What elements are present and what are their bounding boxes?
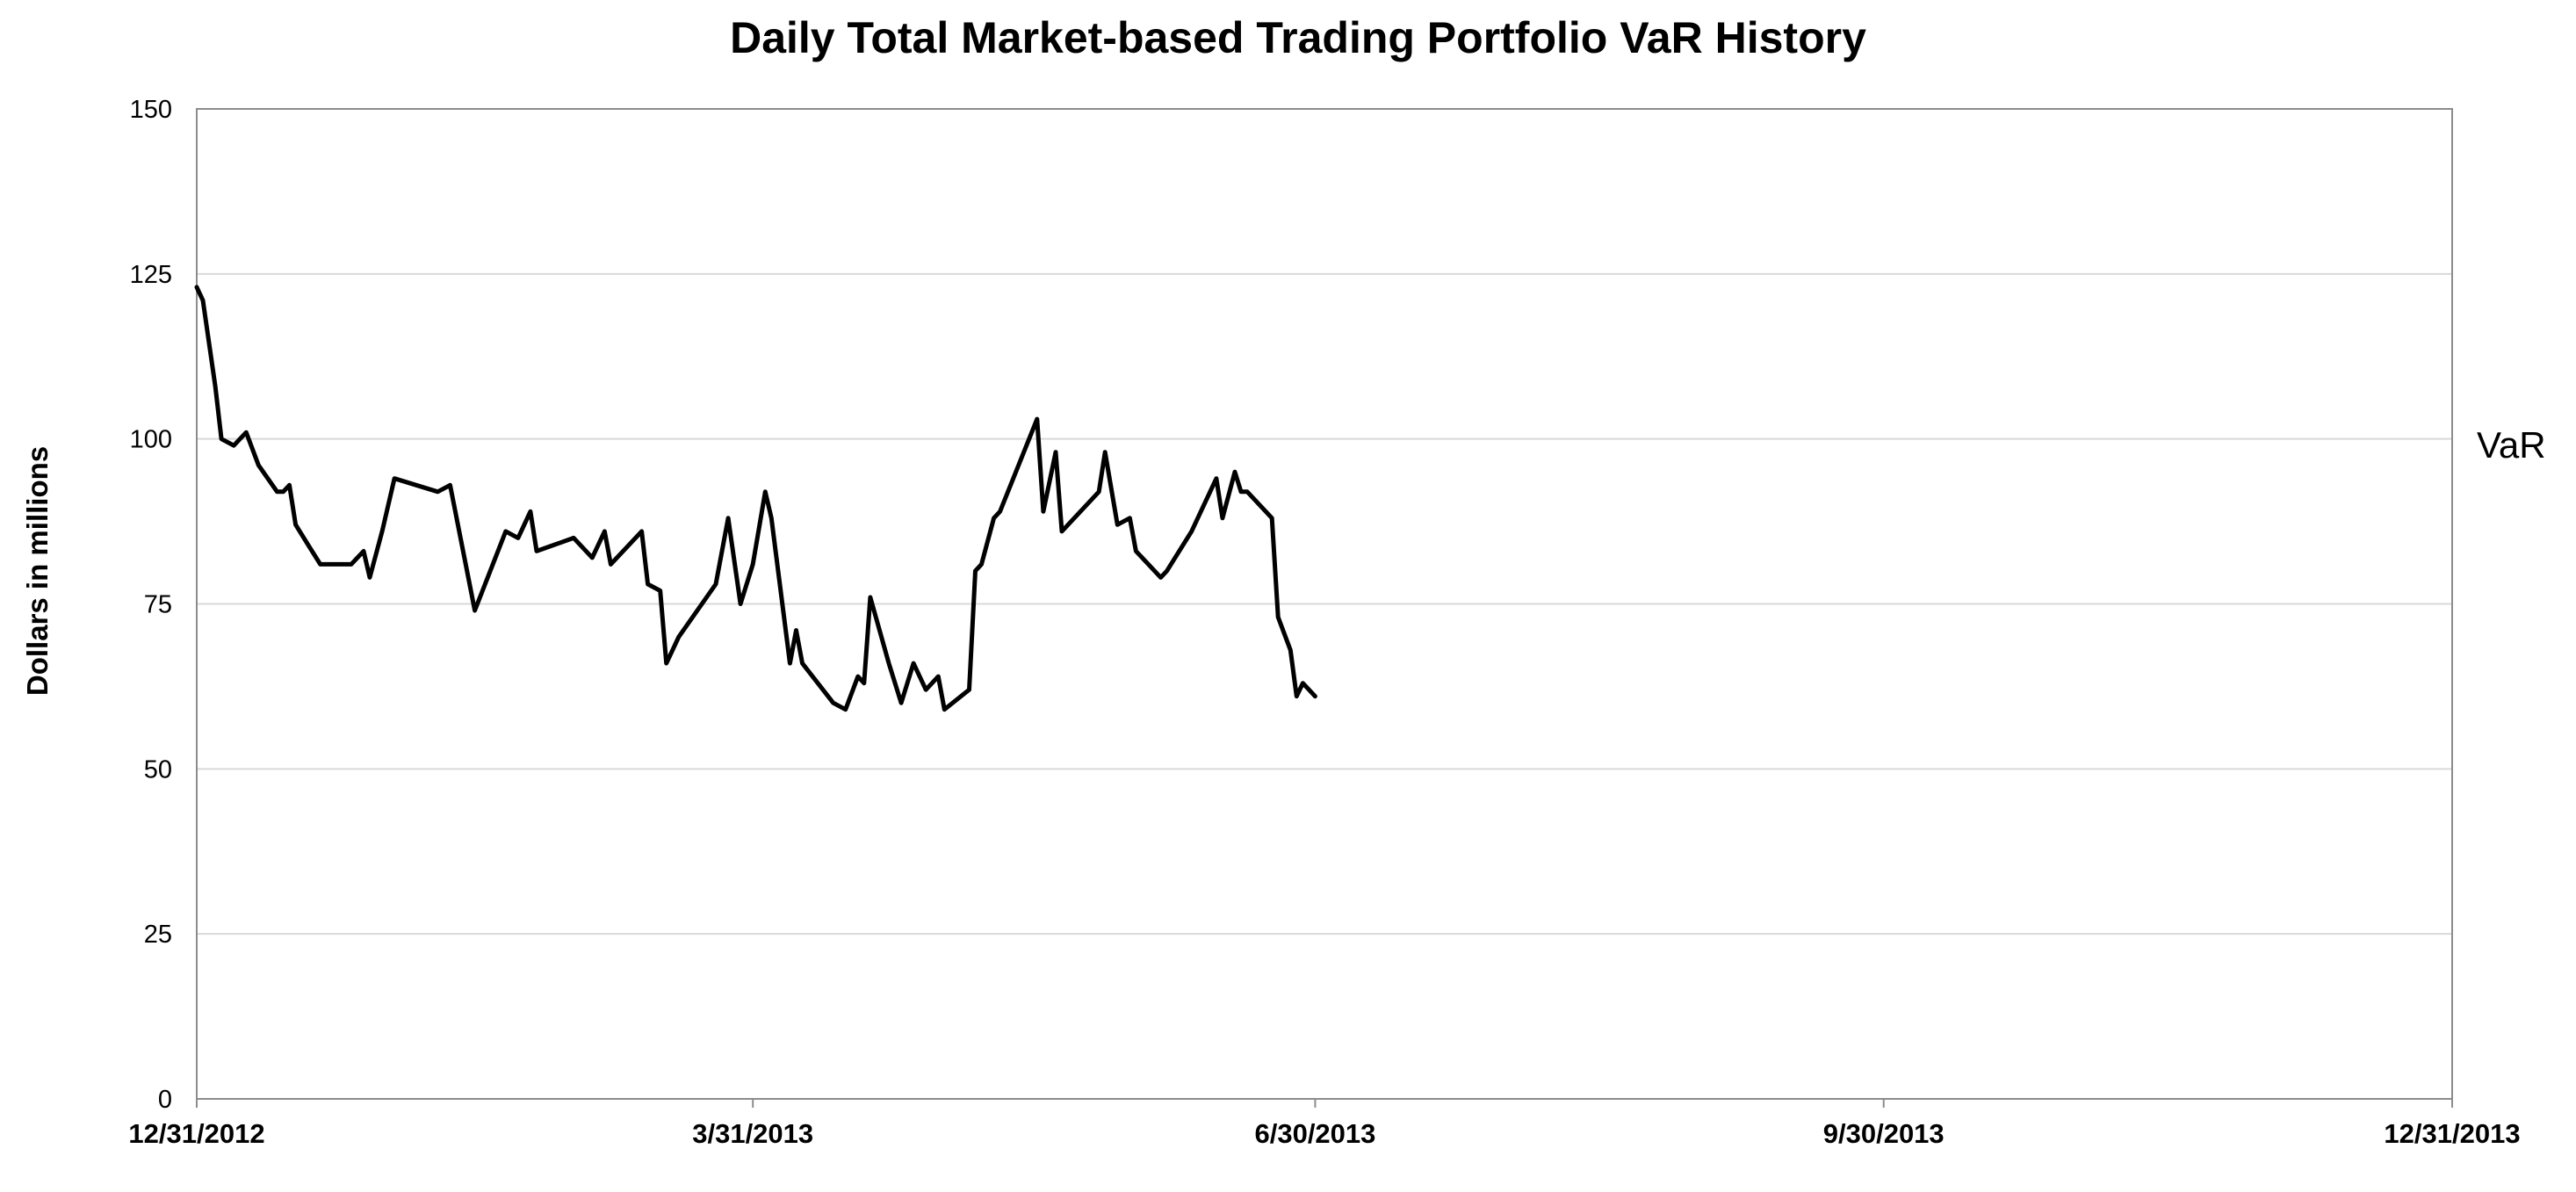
x-tick-label-2: 6/30/2013 [1254,1118,1375,1149]
y-tick-label-0: 0 [158,1086,172,1114]
plot-area-frame [196,108,2453,1100]
x-axis-ticks: 12/31/2012 3/31/2013 6/30/2013 9/30/2013 12/… [128,1099,2521,1149]
y-tick-label-25: 25 [144,921,172,949]
y-tick-label-50: 50 [144,755,172,784]
series-end-label: VaR [2477,424,2546,466]
chart-title: Daily Total Market-based Trading Portfol… [730,13,1866,62]
x-tick-label-0: 12/31/2012 [128,1118,264,1149]
y-tick-label-100: 100 [130,426,172,454]
y-axis-tick-labels: 0 25 50 75 100 125 150 [130,96,172,1114]
x-tick-label-1: 3/31/2013 [692,1118,813,1149]
y-tick-label-125: 125 [130,261,172,289]
x-tick-label-4: 12/31/2013 [2384,1118,2520,1149]
x-tick-label-3: 9/30/2013 [1823,1118,1945,1149]
series-line-var [194,285,1317,712]
y-axis-label: Dollars in millions [21,446,54,696]
gridlines [197,272,2452,936]
y-tick-label-150: 150 [130,96,172,124]
y-tick-label-75: 75 [144,591,172,619]
